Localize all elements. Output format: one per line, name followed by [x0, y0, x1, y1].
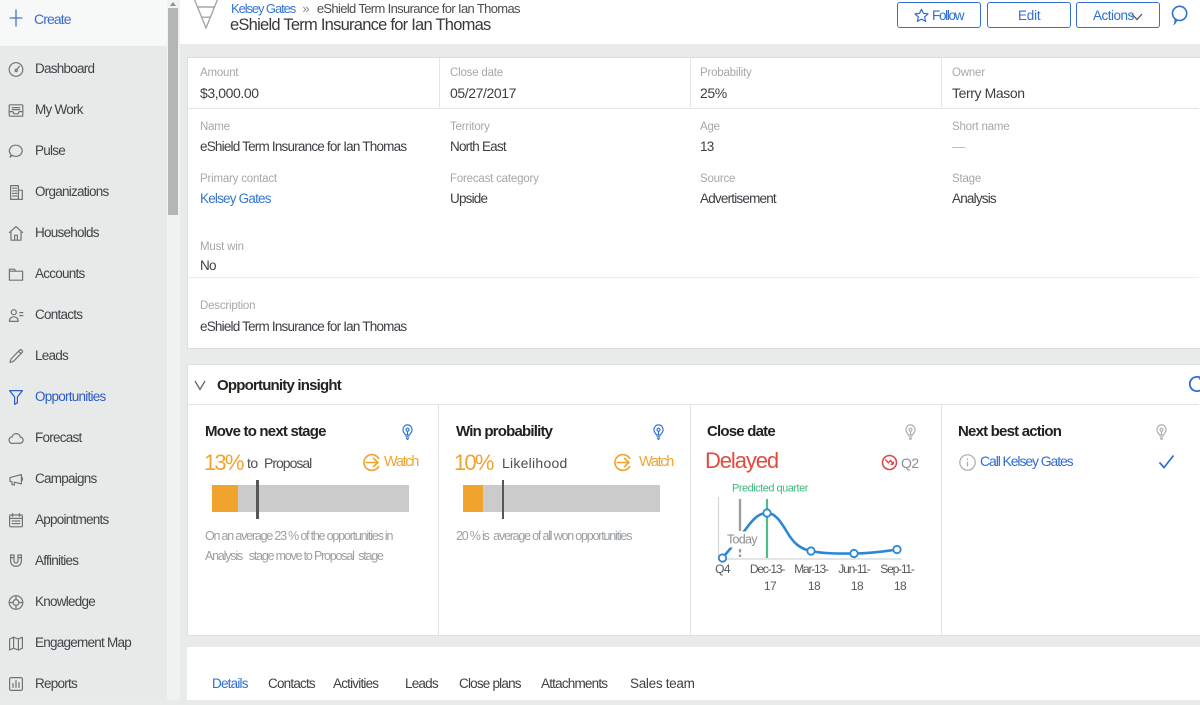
svg-text:18: 18 — [851, 579, 864, 593]
svg-text:Today: Today — [727, 533, 758, 547]
svg-text:Jun-11-: Jun-11- — [838, 562, 871, 576]
svg-text:Sep-11-: Sep-11- — [880, 562, 915, 576]
svg-text:Q4: Q4 — [715, 562, 731, 576]
svg-text:18: 18 — [808, 579, 821, 593]
svg-text:17: 17 — [764, 579, 777, 593]
svg-text:Mar-13-: Mar-13- — [794, 562, 829, 576]
svg-text:Predicted quarter: Predicted quarter — [732, 483, 809, 495]
svg-text:18: 18 — [894, 579, 907, 593]
svg-text:Dec-13-: Dec-13- — [750, 562, 785, 576]
